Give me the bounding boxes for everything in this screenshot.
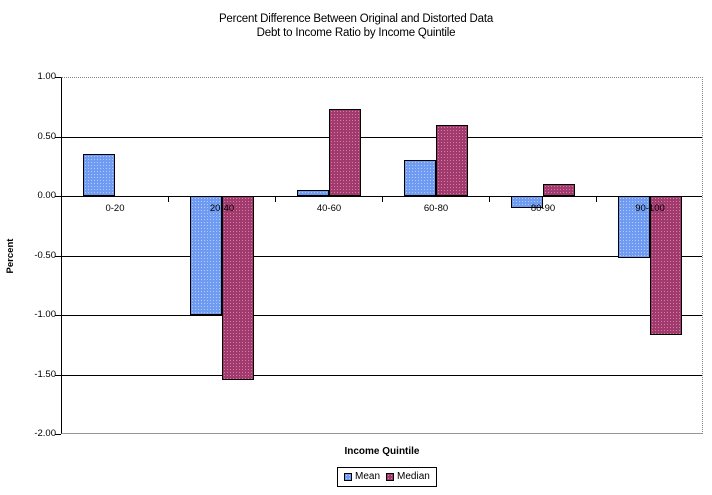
bar-mean-20-40	[190, 196, 222, 315]
bar-mean-0-20	[83, 154, 115, 196]
legend-label: Mean	[355, 471, 381, 482]
gridline	[62, 375, 702, 376]
y-tick-label: 1.00	[37, 71, 57, 82]
y-tick-label: -0.50	[34, 250, 56, 261]
x-axis-title: Income Quintile	[344, 446, 420, 457]
y-tick-label: 0.00	[37, 190, 57, 201]
x-axis-tick	[596, 196, 597, 202]
chart-title-line1: Percent Difference Between Original and …	[218, 13, 494, 25]
gridline	[62, 315, 702, 316]
x-tick-label: 0-20	[105, 203, 125, 214]
y-axis-tick	[55, 77, 61, 78]
bar-mean-40-60	[297, 190, 329, 196]
x-tick-label: 80-90	[530, 203, 556, 214]
chart-title: Percent Difference Between Original and …	[0, 13, 712, 40]
y-tick-label: -1.00	[34, 309, 56, 320]
y-axis-tick	[55, 434, 61, 435]
legend-swatch-mean	[344, 473, 352, 481]
x-tick-label: 90-100	[635, 203, 665, 214]
y-axis-tick	[55, 315, 61, 316]
plot-area	[61, 77, 703, 434]
legend-swatch-median	[386, 473, 395, 481]
x-axis-tick	[382, 196, 383, 202]
bar-mean-60-80	[404, 160, 436, 196]
x-axis-tick	[168, 196, 169, 202]
bar-median-60-80	[436, 125, 468, 196]
x-tick-label: 40-60	[316, 203, 342, 214]
legend-item-median: Median	[386, 471, 430, 483]
gridline	[62, 256, 702, 257]
y-axis-tick	[55, 137, 61, 138]
y-tick-label: -1.50	[34, 369, 56, 380]
y-axis-tick	[55, 256, 61, 257]
x-axis-tick	[489, 196, 490, 202]
bar-mean-90-100	[618, 196, 650, 258]
y-axis-tick	[55, 196, 61, 197]
chart-title-line2: Debt to Income Ratio by Income Quintile	[256, 26, 456, 39]
y-tick-label: 0.50	[37, 131, 57, 142]
bar-median-80-90	[543, 184, 575, 196]
legend-label: Median	[397, 471, 430, 482]
y-tick-label: -2.00	[34, 428, 56, 439]
y-axis-title: Percent	[5, 238, 16, 274]
bar-median-20-40	[222, 196, 254, 380]
x-tick-label: 20-40	[209, 203, 235, 214]
bar-median-40-60	[329, 109, 361, 196]
gridline	[62, 137, 702, 138]
bar-median-90-100	[650, 196, 682, 335]
x-tick-label: 60-80	[423, 203, 449, 214]
legend-item-mean: Mean	[344, 471, 380, 483]
x-axis-tick	[275, 196, 276, 202]
y-axis-tick	[55, 375, 61, 376]
bar-mean-80-90	[511, 196, 543, 208]
legend: Mean Median	[337, 467, 437, 487]
